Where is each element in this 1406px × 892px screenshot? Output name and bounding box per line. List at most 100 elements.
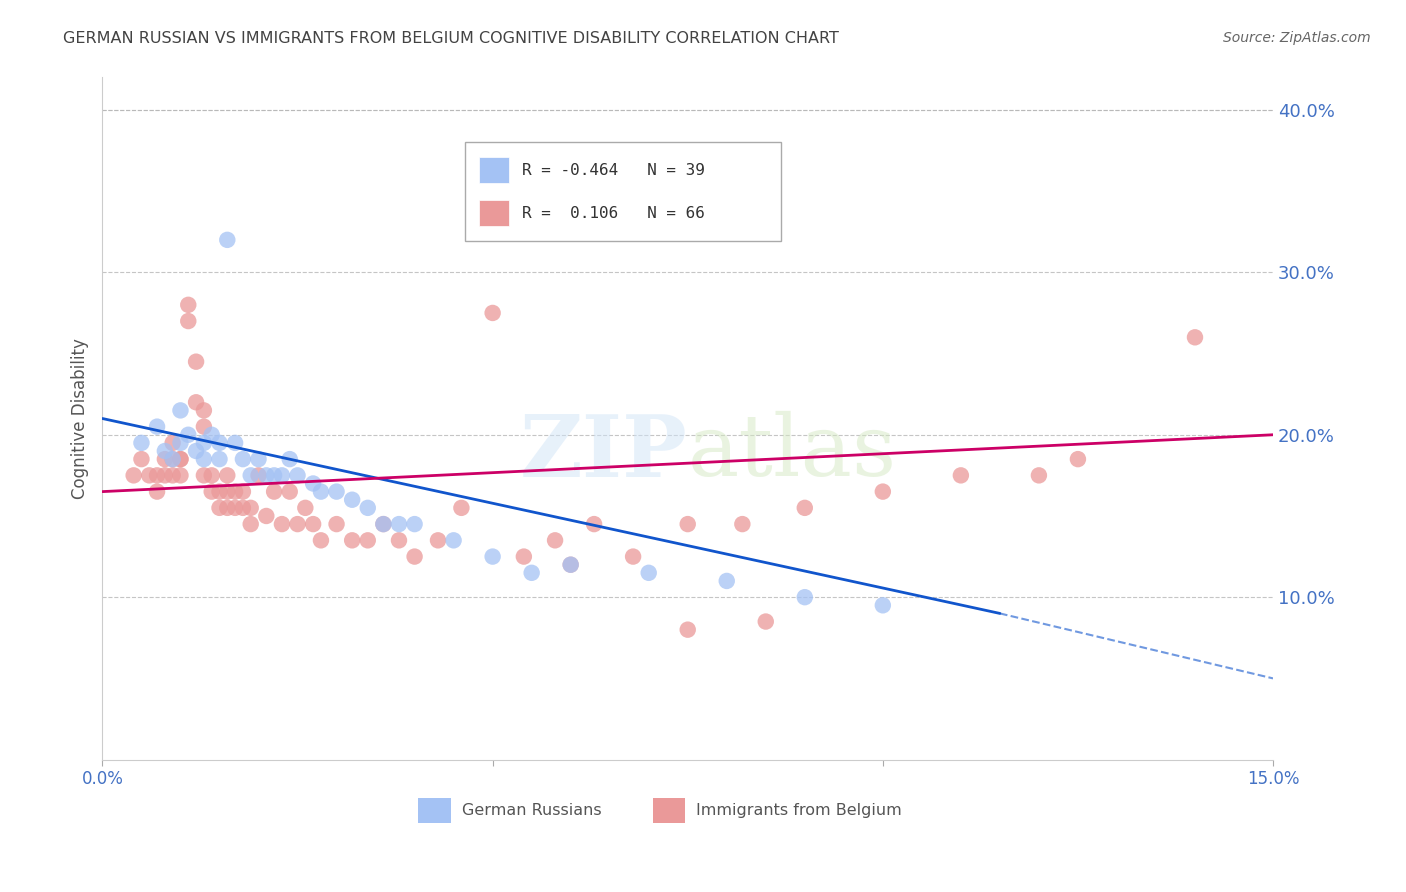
Point: [169, 403, 191, 417]
Point: [1028, 468, 1050, 483]
Point: [146, 468, 169, 483]
Point: [294, 500, 316, 515]
Point: [271, 468, 294, 483]
Point: [193, 403, 215, 417]
Point: [513, 549, 536, 564]
Point: [239, 468, 262, 483]
Point: [254, 508, 277, 523]
Point: [122, 468, 145, 483]
Point: [162, 452, 184, 467]
Point: [169, 468, 191, 483]
Point: [184, 354, 207, 368]
Point: [177, 427, 200, 442]
Point: [177, 314, 200, 328]
Point: [278, 484, 301, 499]
Point: [201, 468, 224, 483]
Point: [373, 517, 395, 532]
Point: [443, 533, 465, 548]
Point: [271, 517, 294, 532]
Point: [560, 558, 582, 572]
Point: [949, 468, 972, 483]
Point: [193, 436, 215, 450]
Point: [793, 500, 815, 515]
Point: [138, 468, 160, 483]
Point: [520, 566, 543, 580]
Point: [208, 452, 231, 467]
Point: [309, 533, 332, 548]
Point: [208, 500, 231, 515]
Point: [239, 500, 262, 515]
Point: [755, 615, 778, 629]
Point: [278, 452, 301, 467]
Point: [676, 623, 699, 637]
Point: [254, 468, 277, 483]
FancyBboxPatch shape: [419, 798, 451, 823]
Point: [287, 517, 309, 532]
Point: [217, 500, 239, 515]
Point: [153, 468, 176, 483]
Point: [716, 574, 738, 588]
Point: [232, 500, 254, 515]
Point: [481, 306, 503, 320]
Point: [162, 468, 184, 483]
Point: [872, 599, 894, 613]
Text: ZIP: ZIP: [520, 410, 688, 495]
Point: [302, 476, 325, 491]
Point: [872, 484, 894, 499]
Point: [404, 517, 426, 532]
Point: [263, 484, 285, 499]
Point: [193, 452, 215, 467]
Point: [388, 517, 411, 532]
Point: [544, 533, 567, 548]
Y-axis label: Cognitive Disability: Cognitive Disability: [72, 338, 89, 499]
Point: [793, 590, 815, 604]
Point: [232, 452, 254, 467]
FancyBboxPatch shape: [465, 142, 782, 241]
Point: [247, 468, 270, 483]
Point: [131, 452, 153, 467]
Point: [373, 517, 395, 532]
Point: [201, 427, 224, 442]
Point: [224, 500, 246, 515]
Point: [184, 395, 207, 409]
Point: [388, 533, 411, 548]
Point: [224, 484, 246, 499]
FancyBboxPatch shape: [652, 798, 685, 823]
Point: [146, 484, 169, 499]
Point: [676, 517, 699, 532]
Point: [224, 436, 246, 450]
Point: [325, 484, 347, 499]
Point: [481, 549, 503, 564]
Point: [731, 517, 754, 532]
Point: [247, 452, 270, 467]
Point: [263, 468, 285, 483]
Point: [287, 468, 309, 483]
Text: Source: ZipAtlas.com: Source: ZipAtlas.com: [1223, 31, 1371, 45]
Point: [208, 436, 231, 450]
Text: R = -0.464   N = 39: R = -0.464 N = 39: [522, 162, 704, 178]
Point: [153, 452, 176, 467]
FancyBboxPatch shape: [479, 200, 509, 227]
Point: [177, 298, 200, 312]
Point: [217, 484, 239, 499]
Point: [232, 484, 254, 499]
Point: [184, 444, 207, 458]
Point: [217, 468, 239, 483]
Point: [637, 566, 659, 580]
FancyBboxPatch shape: [479, 157, 509, 183]
Point: [201, 484, 224, 499]
Point: [193, 419, 215, 434]
Point: [131, 436, 153, 450]
Point: [169, 452, 191, 467]
Point: [309, 484, 332, 499]
Point: [146, 419, 169, 434]
Point: [450, 500, 472, 515]
Point: [302, 517, 325, 532]
Point: [340, 533, 363, 548]
Point: [193, 468, 215, 483]
Point: [560, 558, 582, 572]
Point: [340, 492, 363, 507]
Text: German Russians: German Russians: [461, 804, 602, 818]
Text: GERMAN RUSSIAN VS IMMIGRANTS FROM BELGIUM COGNITIVE DISABILITY CORRELATION CHART: GERMAN RUSSIAN VS IMMIGRANTS FROM BELGIU…: [63, 31, 839, 46]
Point: [325, 517, 347, 532]
